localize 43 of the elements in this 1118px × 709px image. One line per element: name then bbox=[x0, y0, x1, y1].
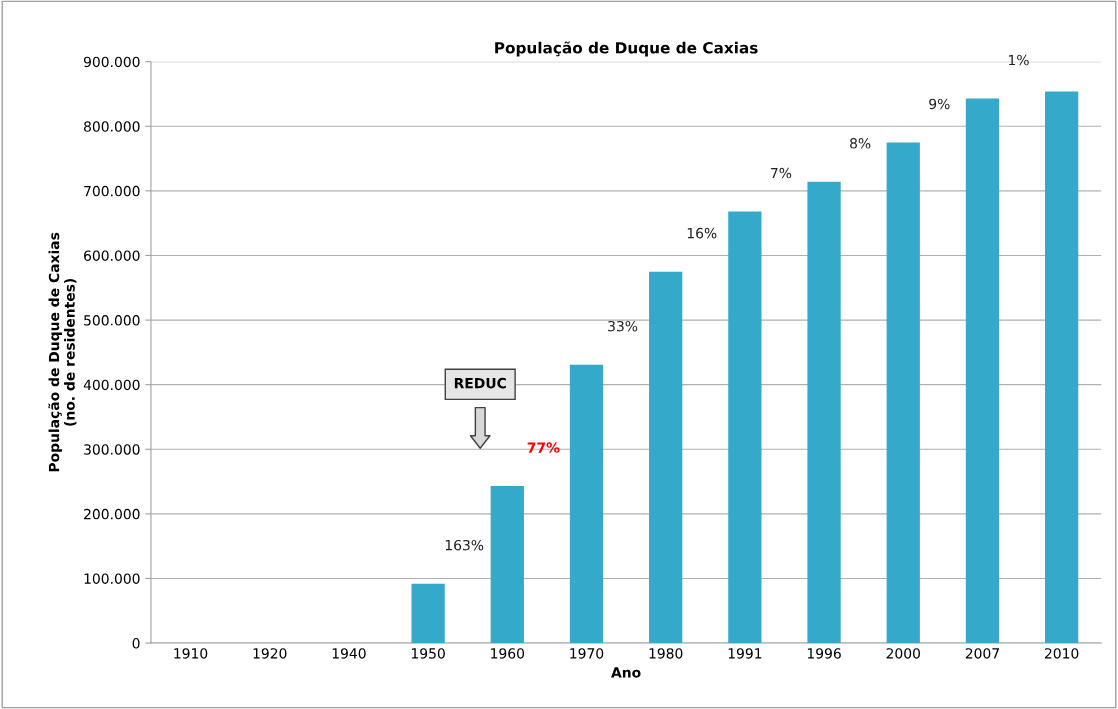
annotation: 77% bbox=[527, 442, 560, 453]
y-tick-label: 400.000 bbox=[83, 379, 140, 391]
x-tick-label: 1991 bbox=[728, 648, 762, 659]
bar bbox=[569, 364, 604, 644]
bar bbox=[411, 583, 445, 644]
bar bbox=[490, 486, 524, 644]
x-tick-label: 2010 bbox=[1044, 648, 1079, 659]
y-axis-title: População de Duque de Caxias (no. de residentes) bbox=[48, 232, 77, 472]
annotation: 7% bbox=[771, 167, 792, 179]
annotation: 1% bbox=[1009, 54, 1029, 66]
x-tick-label: 2007 bbox=[965, 648, 999, 659]
bar bbox=[728, 211, 762, 644]
x-tick-label: 1996 bbox=[807, 648, 841, 659]
annotation: REDUC bbox=[454, 377, 506, 389]
annotation: 163% bbox=[445, 539, 484, 551]
annotation: 9% bbox=[929, 98, 950, 110]
x-tick-label: 1980 bbox=[649, 648, 683, 659]
x-tick-label: 1960 bbox=[491, 648, 525, 659]
annotation: 16% bbox=[687, 227, 717, 239]
chart-title: População de Duque de Caxias bbox=[495, 41, 758, 57]
y-tick-label: 0 bbox=[132, 638, 140, 649]
x-tick-label: 1970 bbox=[570, 648, 604, 659]
x-tick-label: 2000 bbox=[886, 648, 920, 659]
y-tick-label: 100.000 bbox=[84, 573, 140, 584]
x-axis-title: Ano bbox=[611, 667, 641, 678]
y-tick-label: 800.000 bbox=[84, 121, 140, 132]
x-tick-label: 1920 bbox=[253, 648, 287, 659]
bar bbox=[886, 142, 920, 644]
y-tick-label: 200.000 bbox=[84, 508, 140, 520]
bar bbox=[1045, 91, 1079, 644]
y-tick-label: 900.000 bbox=[83, 56, 140, 68]
annotation: 8% bbox=[850, 138, 871, 149]
x-tick-label: 1950 bbox=[411, 648, 445, 659]
annotation: 33% bbox=[608, 320, 638, 332]
y-tick-label: 600.000 bbox=[84, 250, 140, 261]
x-tick-label: 1910 bbox=[174, 648, 208, 659]
bar bbox=[649, 271, 683, 644]
bar bbox=[965, 98, 1000, 644]
y-tick-label: 500.000 bbox=[84, 315, 140, 326]
x-tick-label: 1940 bbox=[332, 648, 366, 659]
y-tick-label: 300.000 bbox=[84, 444, 140, 455]
y-tick-label: 700.000 bbox=[84, 185, 140, 197]
bar bbox=[807, 181, 841, 644]
